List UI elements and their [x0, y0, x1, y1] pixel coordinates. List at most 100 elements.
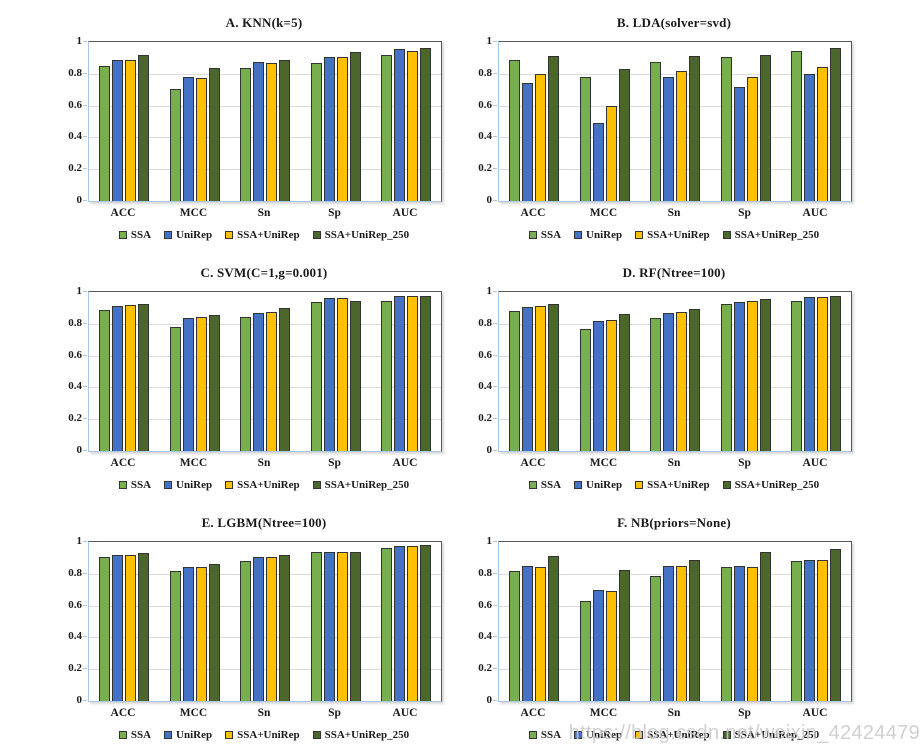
- bar: [650, 318, 661, 451]
- legend-swatch-icon: [635, 731, 644, 739]
- bar: [535, 306, 546, 451]
- legend-swatch-icon: [528, 231, 537, 239]
- y-tick-label: 0.2: [478, 662, 492, 675]
- legend: SSA UniRep SSA+UniRep SSA+UniRep_250: [88, 479, 440, 491]
- legend: SSA UniRep SSA+UniRep SSA+UniRep_250: [498, 229, 850, 241]
- bar: [791, 50, 802, 201]
- x-category-label: Sp: [738, 707, 751, 719]
- legend-label: UniRep: [176, 479, 213, 491]
- bar: [323, 552, 335, 701]
- plot-area: [88, 541, 442, 702]
- bar-group-auc: [381, 542, 431, 701]
- bar: [791, 561, 802, 701]
- legend-swatch-icon: [164, 481, 173, 489]
- bar: [420, 295, 431, 451]
- bar: [509, 311, 520, 451]
- bar: [266, 311, 277, 451]
- legend-item: SSA: [528, 229, 562, 241]
- y-tick-label: 1: [486, 285, 493, 297]
- bar: [208, 68, 220, 201]
- legend-item: SSA+UniRep: [635, 229, 710, 241]
- bar: [759, 299, 771, 451]
- y-tick-mark: [83, 418, 87, 420]
- y-tick-label: 0: [486, 694, 493, 706]
- legend-item: SSA+UniRep_250: [312, 479, 409, 491]
- bar: [618, 569, 630, 701]
- x-category-label: MCC: [589, 707, 618, 719]
- y-tick-label: 0.8: [68, 316, 82, 329]
- bar: [746, 566, 758, 701]
- bar: [579, 600, 591, 701]
- bar: [817, 67, 828, 201]
- csdn-watermark: https://blog.csdn.net/weixin_42424479: [568, 722, 920, 744]
- bar: [522, 307, 533, 451]
- bar: [112, 59, 123, 201]
- legend-swatch-icon: [118, 231, 127, 239]
- chart-panel-nb: F. NB(priors=None) ACC MCC Sn Sp AUC SSA UniR…: [465, 510, 860, 749]
- plot-area: [498, 541, 852, 702]
- bar: [240, 561, 251, 701]
- x-category-label: ACC: [110, 457, 136, 469]
- y-tick-mark: [493, 386, 497, 388]
- legend-label: SSA: [540, 229, 562, 241]
- bar: [125, 554, 136, 701]
- legend-item: SSA+UniRep: [635, 479, 710, 491]
- bar: [407, 295, 418, 451]
- bar: [195, 566, 207, 701]
- y-tick-label: 0.6: [478, 348, 492, 361]
- bar: [804, 296, 815, 451]
- bar: [509, 59, 520, 201]
- y-tick-mark: [493, 541, 497, 542]
- bar: [279, 59, 290, 201]
- bar: [804, 73, 815, 201]
- bar: [240, 68, 251, 201]
- legend-swatch-icon: [118, 481, 127, 489]
- bar: [253, 557, 264, 701]
- x-category-label: AUC: [392, 457, 418, 469]
- legend-item: UniRep: [574, 229, 622, 241]
- legend-label: SSA+UniRep: [647, 229, 710, 241]
- legend-swatch-icon: [574, 731, 583, 739]
- legend-label: SSA+UniRep_250: [734, 479, 820, 491]
- bar-groups: [89, 42, 441, 201]
- bar: [208, 564, 220, 701]
- bar: [208, 315, 220, 451]
- y-tick-label: 0.8: [478, 66, 492, 79]
- legend-label: SSA: [540, 729, 562, 741]
- bar-groups: [499, 292, 851, 451]
- legend-item: SSA+UniRep: [635, 729, 710, 741]
- y-tick-mark: [83, 291, 87, 292]
- bar-group-auc: [381, 292, 431, 451]
- bar: [182, 318, 194, 451]
- y-tick-mark: [83, 136, 87, 138]
- bar: [125, 304, 136, 451]
- legend-swatch-icon: [164, 731, 173, 739]
- bar-groups: [89, 292, 441, 451]
- legend-label: SSA: [130, 479, 152, 491]
- y-tick-mark: [83, 168, 87, 170]
- bar-group-sp: [310, 542, 361, 701]
- y-tick-mark: [493, 418, 497, 420]
- bar: [592, 589, 604, 701]
- gridline: [89, 419, 441, 421]
- bar: [253, 61, 264, 201]
- y-tick-mark: [493, 72, 497, 74]
- bar-group-sp: [720, 292, 771, 451]
- y-tick-label: 0.4: [478, 380, 492, 393]
- bar: [169, 570, 181, 701]
- legend: SSA UniRep SSA+UniRep SSA+UniRep_250: [498, 729, 850, 741]
- x-category-label: ACC: [520, 207, 546, 219]
- bar-group-sn: [240, 292, 290, 451]
- y-tick-mark: [83, 636, 87, 638]
- bar-groups: [499, 42, 851, 201]
- gridline: [499, 137, 851, 139]
- chart-panel-lda: B. LDA(solver=svd) ACC MCC Sn Sp AUC SSA UniR…: [465, 10, 860, 250]
- legend-label: SSA: [540, 479, 562, 491]
- y-tick-label: 0.4: [478, 130, 492, 143]
- y-tick-label: 0: [486, 194, 493, 206]
- x-category-label: MCC: [179, 457, 208, 469]
- bar: [407, 545, 418, 701]
- gridline: [499, 169, 851, 171]
- y-tick-label: 0: [486, 444, 493, 456]
- y-tick-label: 1: [76, 285, 83, 297]
